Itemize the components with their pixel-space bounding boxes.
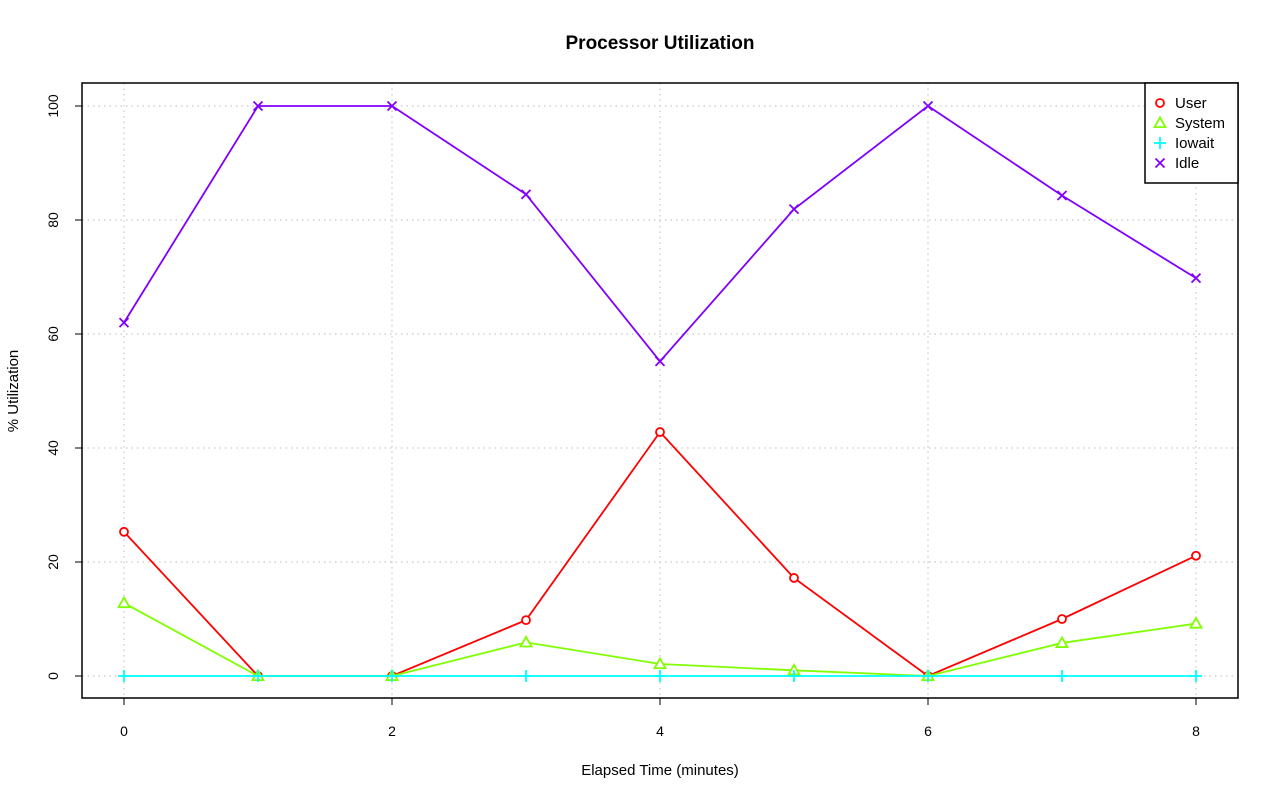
x-tick-label: 4 [656,723,664,739]
data-point-idle [788,204,800,215]
legend-label-system: System [1175,115,1225,132]
legend-label-idle: Idle [1175,155,1199,172]
y-tick-label: 20 [45,554,61,570]
data-point-user [1057,614,1067,624]
data-point-iowait [1190,670,1202,682]
data-point-iowait [118,670,130,682]
data-point-idle [654,356,666,367]
data-point-user [1191,550,1201,561]
data-point-iowait [520,670,532,682]
data-point-iowait [922,670,934,682]
data-point-user [789,573,799,583]
series-iowait [118,670,1202,682]
data-point-system [652,656,668,670]
y-tick-label: 60 [45,326,61,342]
data-point-user [119,526,129,537]
x-tick-label: 8 [1192,723,1200,739]
legend-marker-idle [1154,157,1166,169]
data-point-iowait [252,670,264,682]
data-point-idle [118,317,130,328]
data-point-system [1188,616,1204,629]
y-tick-label: 40 [45,440,61,456]
legend-marker-iowait [1154,137,1166,149]
y-tick-label: 80 [45,212,61,228]
data-point-idle [1190,273,1202,284]
data-point-iowait [1056,670,1068,682]
data-point-system [1054,635,1070,648]
data-point-iowait [654,670,666,682]
series-idle [118,100,1202,367]
data-point-system [518,635,534,648]
data-point-user [655,427,665,437]
y-tick-label: 0 [45,672,61,680]
x-tick-label: 0 [120,723,128,739]
x-tick-label: 6 [924,723,932,739]
grid-layer [82,83,1238,698]
chart-title: Processor Utilization [566,33,755,54]
legend-marker-system [1152,115,1168,129]
data-point-iowait [386,670,398,682]
legend-marker-user [1155,98,1165,108]
y-axis-label: % Utilization [5,350,22,433]
data-point-user [521,615,531,626]
x-axis-label: Elapsed Time (minutes) [581,762,739,779]
legend-label-user: User [1175,95,1207,112]
legend-label-iowait: Iowait [1175,135,1215,152]
data-point-idle [386,100,398,112]
data-point-iowait [788,670,800,682]
series-user [119,427,1201,681]
y-tick-label: 100 [45,94,61,118]
data-point-idle [520,189,532,200]
x-tick-label: 2 [388,723,396,739]
series-layer [116,100,1204,682]
data-point-system [116,595,132,609]
legend: User System Iowait Idle [1144,82,1239,184]
data-point-idle [252,100,264,112]
data-point-idle [1056,190,1068,201]
data-point-idle [922,100,934,112]
